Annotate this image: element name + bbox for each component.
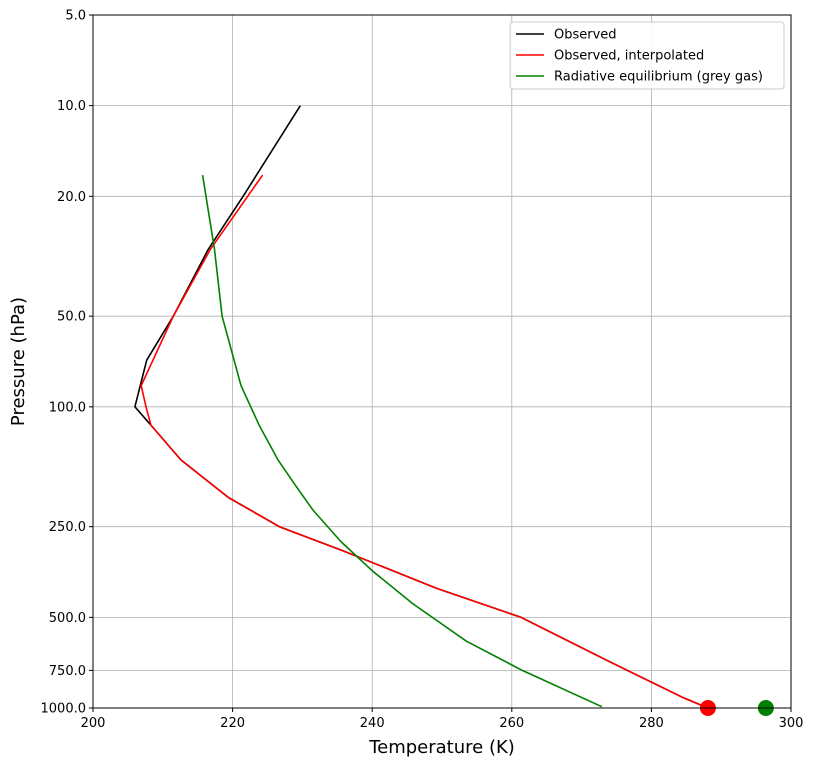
x-tick-label: 300 bbox=[779, 716, 804, 731]
legend-label-3: Radiative equilibrium (grey gas) bbox=[554, 70, 763, 85]
y-tick-label: 20.0 bbox=[57, 190, 86, 205]
grid-lines bbox=[92, 14, 792, 709]
legend-box bbox=[509, 21, 785, 90]
y-tick-label: 10.0 bbox=[57, 99, 86, 114]
x-axis-ticks: 200 220 240 260 280 300 bbox=[81, 708, 804, 731]
x-tick-label: 260 bbox=[499, 716, 524, 731]
y-axis-label: Pressure (hPa) bbox=[8, 297, 29, 426]
x-tick-label: 240 bbox=[360, 716, 385, 731]
y-axis-ticks: 5.0 10.0 20.0 50.0 100.0 250.0 500.0 750.0 1000.… bbox=[41, 9, 93, 717]
y-tick-label: 5.0 bbox=[65, 9, 86, 24]
y-tick-label: 50.0 bbox=[57, 310, 86, 325]
y-tick-label: 250.0 bbox=[49, 520, 86, 535]
plot-frame bbox=[92, 14, 792, 709]
legend-label-2: Observed, interpolated bbox=[554, 49, 704, 64]
y-tick-label: 500.0 bbox=[49, 611, 86, 626]
legend: Observed Observed, interpolated Radiative … bbox=[509, 21, 785, 90]
x-tick-label: 200 bbox=[81, 716, 106, 731]
x-tick-label: 280 bbox=[639, 716, 664, 731]
series-line-2 bbox=[140, 174, 709, 709]
y-tick-label: 100.0 bbox=[49, 400, 86, 415]
x-tick-label: 220 bbox=[220, 716, 245, 731]
series-layer bbox=[134, 105, 709, 709]
legend-label-1: Observed bbox=[554, 28, 617, 43]
series-line-3 bbox=[201, 174, 603, 708]
y-tick-label: 1000.0 bbox=[41, 702, 87, 717]
x-axis-label: Temperature (K) bbox=[368, 737, 515, 758]
y-tick-label: 750.0 bbox=[49, 664, 86, 679]
